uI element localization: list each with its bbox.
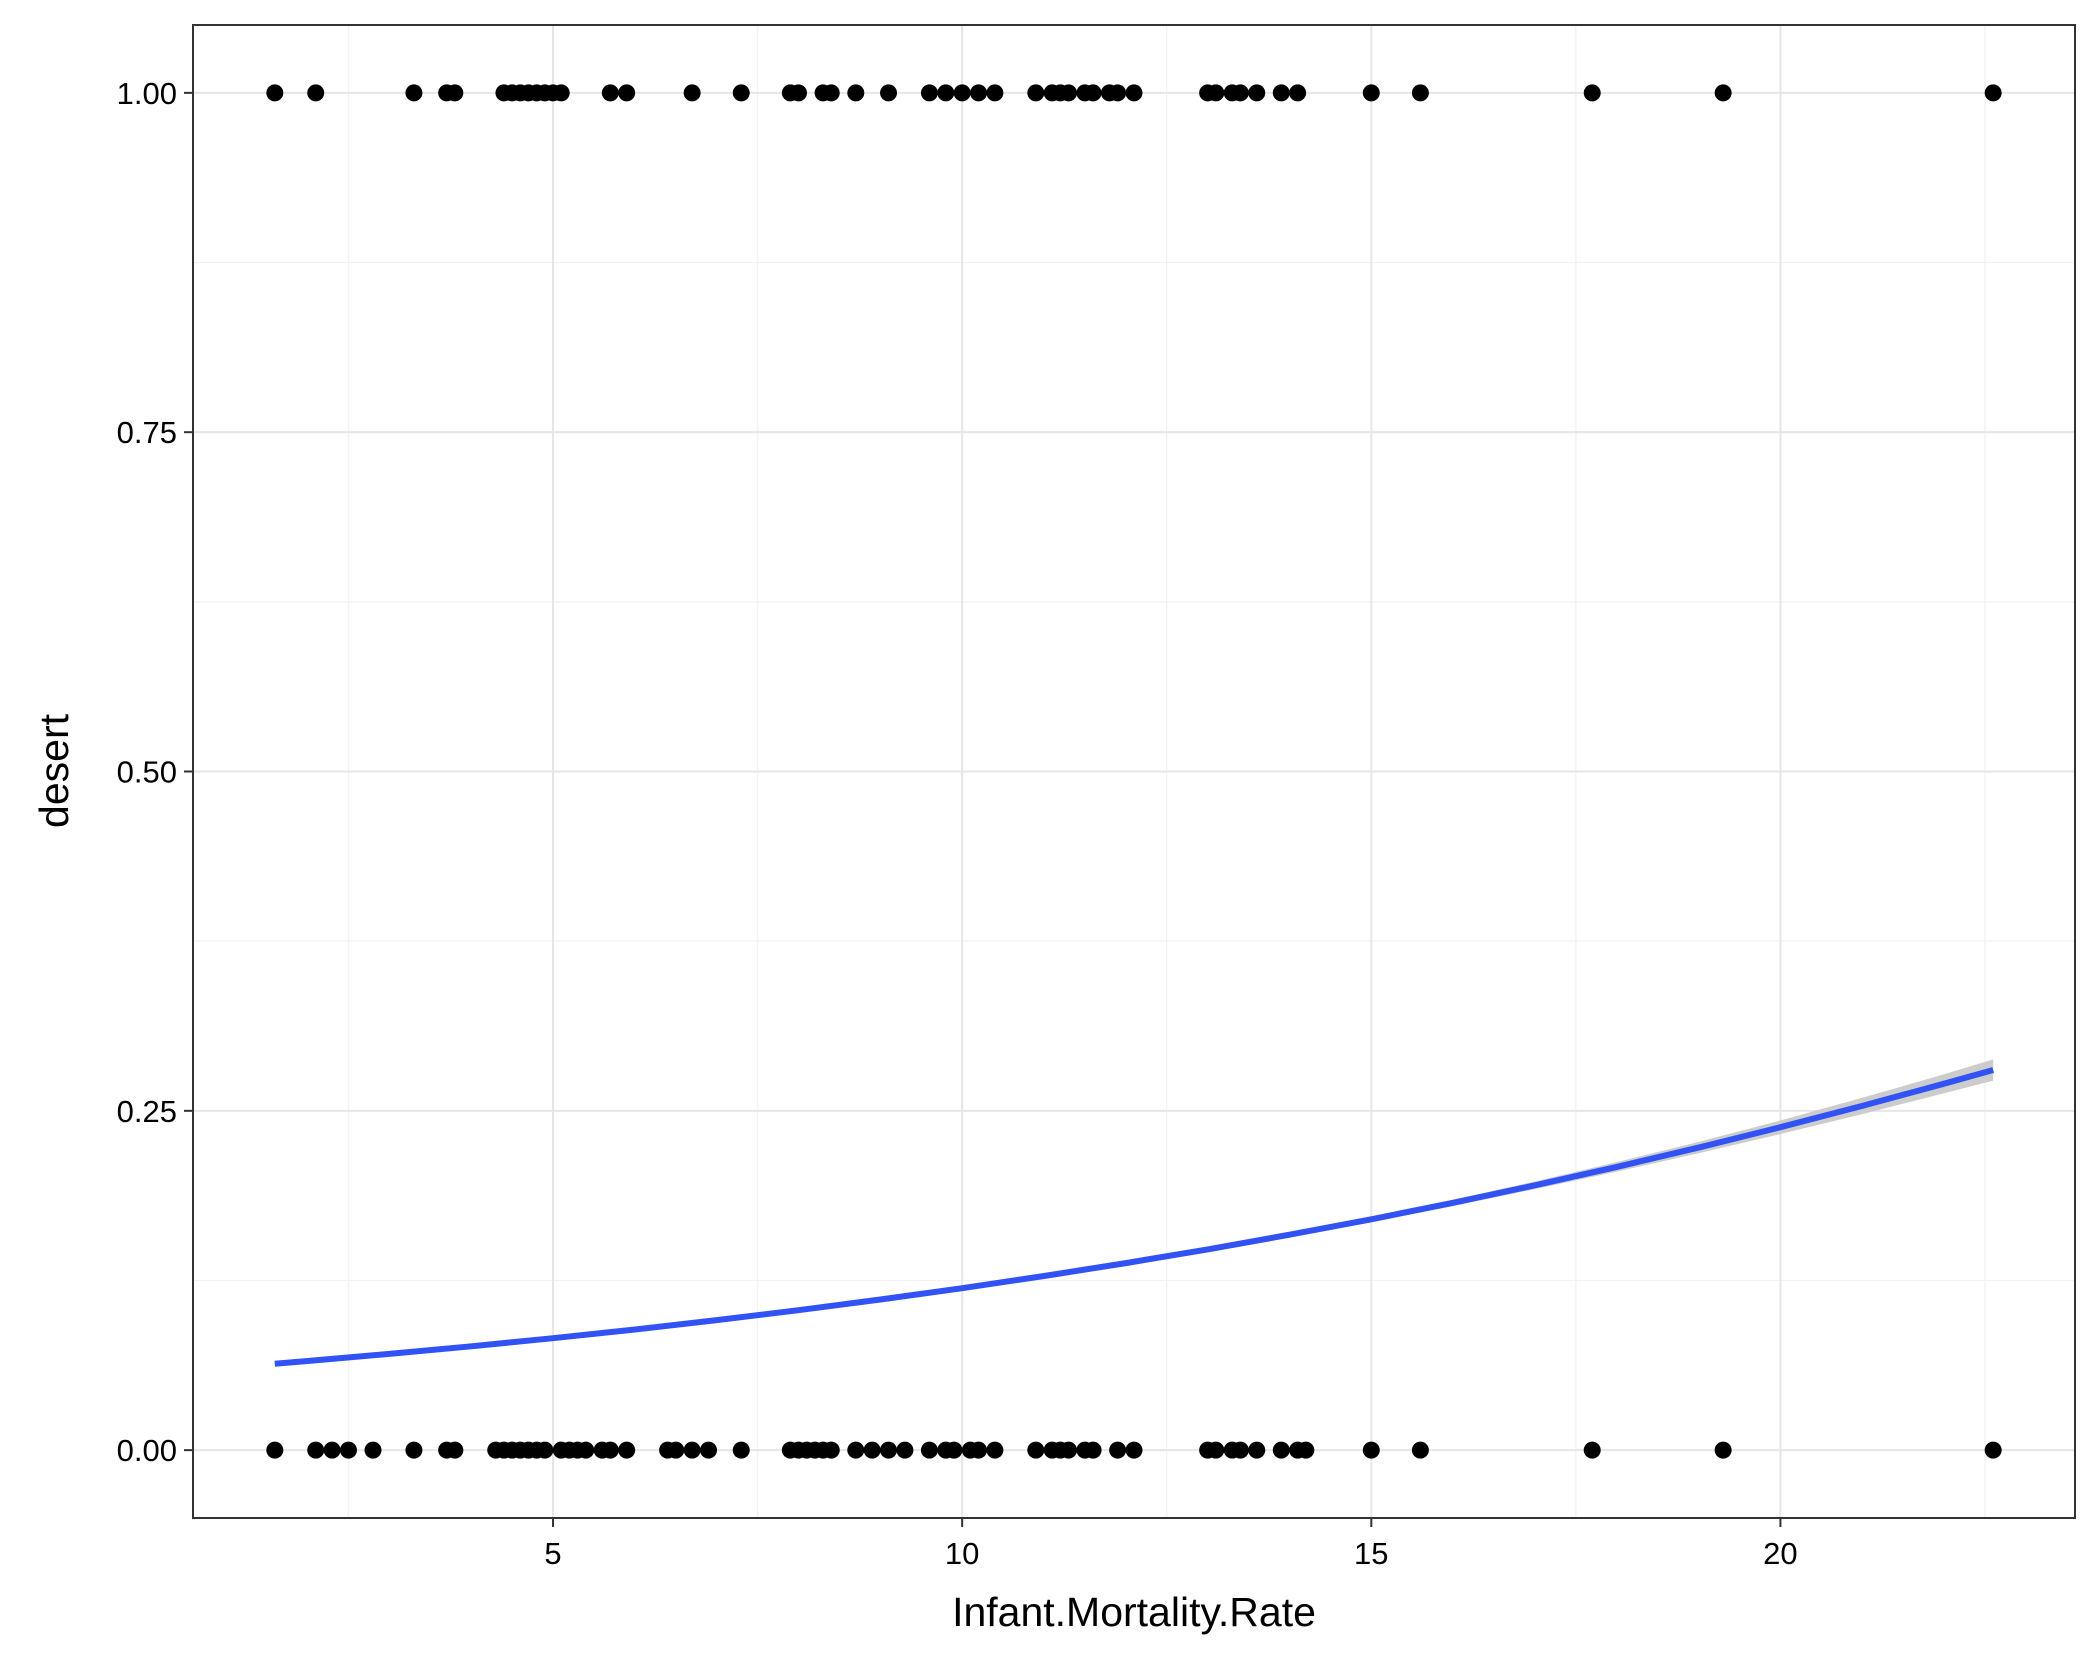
data-point [1109, 1441, 1127, 1459]
y-tick-label: 1.00 [117, 76, 177, 111]
data-point [667, 1441, 685, 1459]
x-tick-label: 20 [1763, 1536, 1797, 1571]
data-point [577, 1441, 595, 1459]
data-point [364, 1441, 382, 1459]
data-point [953, 84, 971, 102]
data-point [880, 84, 898, 102]
data-point [1362, 84, 1380, 102]
x-axis-title: Infant.Mortality.Rate [952, 1589, 1316, 1635]
data-point [1060, 84, 1078, 102]
data-point [1272, 1441, 1290, 1459]
data-point [307, 1441, 325, 1459]
y-tick-label: 0.25 [117, 1094, 177, 1129]
data-point [847, 84, 865, 102]
data-point [1060, 1441, 1078, 1459]
data-point [1248, 84, 1266, 102]
y-tick-label: 0.00 [117, 1433, 177, 1468]
data-point [986, 84, 1004, 102]
data-point [1411, 84, 1429, 102]
data-point [1714, 1441, 1732, 1459]
data-point [822, 1441, 840, 1459]
data-points [266, 84, 2002, 1459]
data-point [1297, 1441, 1315, 1459]
data-point [1231, 84, 1249, 102]
data-point [970, 84, 988, 102]
data-point [700, 1441, 718, 1459]
data-point [307, 84, 325, 102]
data-point [323, 1441, 341, 1459]
data-point [266, 1441, 284, 1459]
data-point [683, 1441, 701, 1459]
data-point [896, 1441, 914, 1459]
data-point [1231, 1441, 1249, 1459]
data-point [1109, 84, 1127, 102]
data-point [1362, 1441, 1380, 1459]
data-point [1125, 1441, 1143, 1459]
data-point [863, 1441, 881, 1459]
y-tick-label: 0.75 [117, 415, 177, 450]
data-point [1984, 84, 2002, 102]
data-point [601, 84, 619, 102]
data-point [970, 1441, 988, 1459]
data-point [601, 1441, 619, 1459]
data-point [536, 1441, 554, 1459]
data-point [618, 84, 636, 102]
x-tick-label: 10 [945, 1536, 979, 1571]
data-point [339, 1441, 357, 1459]
x-axis: 5 10 15 20 [544, 1518, 1798, 1571]
data-point [1411, 1441, 1429, 1459]
data-point [405, 84, 423, 102]
y-axis-title: desert [31, 713, 77, 828]
fit-line [274, 1067, 1995, 1367]
data-point [937, 84, 955, 102]
data-point [446, 84, 464, 102]
x-tick-label: 5 [544, 1536, 561, 1571]
data-point [822, 84, 840, 102]
data-point [1714, 84, 1732, 102]
data-point [920, 1441, 938, 1459]
data-point [880, 1441, 898, 1459]
x-tick-label: 15 [1354, 1536, 1388, 1571]
data-point [920, 84, 938, 102]
data-point [1583, 1441, 1601, 1459]
data-point [1125, 84, 1143, 102]
y-axis: 0.00 0.25 0.50 0.75 1.00 [117, 76, 193, 1468]
data-point [732, 1441, 750, 1459]
data-point [1084, 1441, 1102, 1459]
data-point [1084, 84, 1102, 102]
data-point [683, 84, 701, 102]
data-point [1272, 84, 1290, 102]
data-point [790, 84, 808, 102]
data-point [1289, 84, 1307, 102]
data-point [1984, 1441, 2002, 1459]
data-point [266, 84, 284, 102]
data-point [405, 1441, 423, 1459]
data-point [847, 1441, 865, 1459]
y-tick-label: 0.50 [117, 755, 177, 790]
data-point [1027, 84, 1045, 102]
data-point [945, 1441, 963, 1459]
data-point [1583, 84, 1601, 102]
data-point [446, 1441, 464, 1459]
data-point [732, 84, 750, 102]
data-point [986, 1441, 1004, 1459]
data-point [1207, 84, 1225, 102]
fit-line-layer [274, 1067, 1995, 1367]
data-point [1248, 1441, 1266, 1459]
data-point [618, 1441, 636, 1459]
data-point [552, 84, 570, 102]
data-point [1027, 1441, 1045, 1459]
minor-gridlines [193, 25, 2075, 1518]
data-point [1207, 1441, 1225, 1459]
